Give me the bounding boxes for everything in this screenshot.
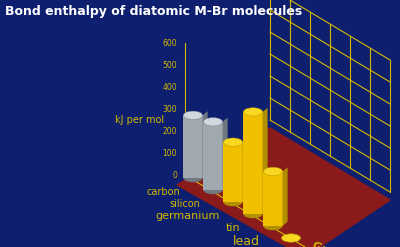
Polygon shape	[177, 128, 390, 247]
Polygon shape	[183, 115, 202, 178]
Polygon shape	[204, 122, 222, 190]
Text: 100: 100	[162, 148, 177, 158]
Ellipse shape	[223, 198, 242, 206]
Polygon shape	[202, 111, 208, 178]
Text: 500: 500	[162, 61, 177, 69]
Polygon shape	[222, 118, 228, 190]
Text: 600: 600	[162, 39, 177, 47]
Text: 0: 0	[172, 170, 177, 180]
Polygon shape	[263, 108, 268, 214]
Ellipse shape	[281, 234, 301, 242]
Text: kJ per mol: kJ per mol	[116, 115, 164, 125]
Text: 300: 300	[162, 104, 177, 114]
Text: germanium: germanium	[156, 211, 220, 221]
Polygon shape	[243, 112, 263, 214]
Ellipse shape	[263, 222, 282, 230]
Text: 400: 400	[162, 82, 177, 91]
Text: Bond enthalpy of diatomic M-Br molecules: Bond enthalpy of diatomic M-Br molecules	[5, 5, 302, 18]
Text: Group 14: Group 14	[311, 241, 369, 247]
Ellipse shape	[243, 210, 263, 218]
Ellipse shape	[183, 111, 202, 120]
Ellipse shape	[204, 186, 222, 194]
Text: tin: tin	[225, 223, 240, 233]
Ellipse shape	[243, 108, 263, 116]
Text: silicon: silicon	[169, 199, 200, 209]
Polygon shape	[242, 138, 248, 202]
Ellipse shape	[183, 174, 202, 182]
Polygon shape	[263, 171, 282, 226]
Ellipse shape	[263, 167, 282, 176]
Ellipse shape	[223, 138, 242, 146]
Text: 200: 200	[162, 126, 177, 136]
Text: lead: lead	[233, 235, 260, 247]
Polygon shape	[282, 167, 288, 226]
Polygon shape	[223, 142, 242, 202]
Text: carbon: carbon	[146, 187, 180, 197]
Ellipse shape	[204, 118, 222, 126]
